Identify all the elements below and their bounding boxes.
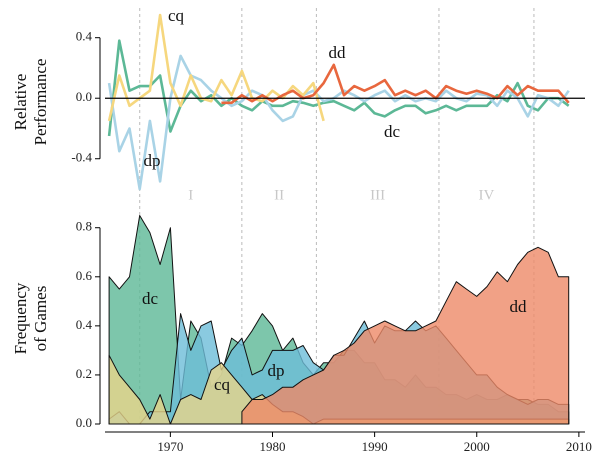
y-axis-label: Frequency [11,282,30,354]
x-tick-label: 2010 [566,439,592,454]
y-tick-label: 0.6 [76,268,93,283]
y-tick-label: 0.0 [76,415,92,430]
series-label: dd [510,297,528,316]
series-label: dp [144,151,161,170]
series-label: dc [384,122,401,141]
series-line [221,63,570,105]
era-label: II [274,187,284,203]
x-tick-label: 1980 [259,439,285,454]
series-label: dd [329,43,347,62]
series-line [107,54,570,191]
era-label: I [188,187,193,203]
y-axis-label: Performance [31,59,50,146]
series-label: cq [168,6,185,25]
series-label: dp [268,361,285,380]
era-label: IV [479,187,495,203]
y-tick-label: 0.4 [76,317,93,332]
x-tick-label: 1990 [362,439,388,454]
series-line [107,13,325,122]
y-tick-label: 0.2 [76,366,92,381]
series-area [241,246,570,425]
y-axis-label: Relative [11,74,30,131]
y-tick-label: 0.0 [76,89,92,104]
y-tick-label: -0.4 [71,150,92,165]
series-label: cq [214,375,231,394]
y-tick-label: 0.8 [76,219,92,234]
era-label: III [370,187,385,203]
y-tick-label: 0.4 [76,29,93,44]
x-tick-label: 2000 [464,439,490,454]
series-label: dc [142,289,159,308]
x-tick-label: 1970 [157,439,183,454]
y-axis-label: of Games [31,286,50,352]
